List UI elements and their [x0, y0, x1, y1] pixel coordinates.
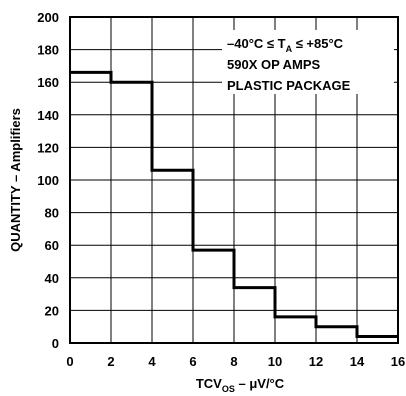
y-tick-label-180: 180: [37, 43, 59, 58]
x-tick-label-8: 8: [230, 354, 237, 369]
x-tick-label-12: 12: [309, 354, 323, 369]
annotation-device: 590X OP AMPS: [227, 57, 321, 72]
annotation-background: [222, 30, 394, 94]
y-tick-label-20: 20: [45, 303, 59, 318]
y-tick-label-80: 80: [45, 206, 59, 221]
x-tick-label-6: 6: [189, 354, 196, 369]
x-tick-label-4: 4: [148, 354, 156, 369]
x-axis-label: TCVOS – μV/°C: [196, 376, 285, 394]
y-tick-label-160: 160: [37, 75, 59, 90]
y-tick-label-40: 40: [45, 271, 59, 286]
x-tick-label-0: 0: [66, 354, 73, 369]
y-tick-label-120: 120: [37, 140, 59, 155]
plot-frame: [69, 16, 399, 344]
x-tick-label-14: 14: [350, 354, 365, 369]
histogram-step-line: [70, 70, 398, 338]
y-tick-label-60: 60: [45, 238, 59, 253]
y-tick-label-100: 100: [37, 173, 59, 188]
x-tick-labels: 0 2 4 6 8 10 12 14 16: [66, 354, 405, 369]
y-tick-labels: 0 20 40 60 80 100 120 140 160 180 200: [37, 10, 59, 351]
y-tick-label-200: 200: [37, 10, 59, 25]
annotation-package: PLASTIC PACKAGE: [227, 78, 351, 93]
y-tick-label-0: 0: [52, 336, 59, 351]
y-tick-label-140: 140: [37, 108, 59, 123]
y-axis-label: QUANTITY – Amplifiers: [8, 108, 23, 252]
x-tick-label-16: 16: [391, 354, 405, 369]
x-tick-label-2: 2: [107, 354, 114, 369]
x-tick-label-10: 10: [268, 354, 282, 369]
annotation-temperature-range: –40°C ≤ TA ≤ +85°C: [227, 36, 344, 54]
